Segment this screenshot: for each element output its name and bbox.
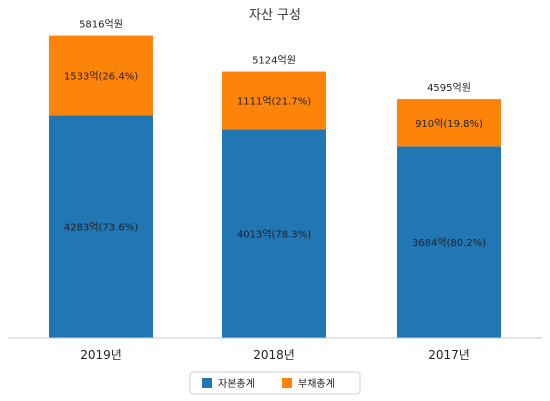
x-tick-labels: 2019년 2018년 2017년 [80,348,470,362]
x-tick-label: 2019년 [80,348,122,362]
legend-swatch [282,378,292,388]
legend-label: 부채총계 [298,378,335,390]
bar-segment-equity-2 [397,146,501,338]
legend-swatch [202,378,212,388]
bar-segment-liabilities-0 [49,35,153,116]
x-tick-label: 2017년 [428,348,470,362]
segment-label: 4013억(78.3%) [237,229,311,241]
segment-label: 4283억(73.6%) [64,222,138,234]
x-tick-label: 2018년 [253,348,295,362]
total-label: 5124억원 [252,55,296,67]
legend-frame [189,371,361,395]
bars-group: 4283억(73.6%) 1533억(26.4%) 5816억원 4013억(78.3… [49,19,501,338]
segment-label: 1533억(26.4%) [64,70,138,82]
legend-label: 자본총계 [218,378,255,390]
segment-label: 3684억(80.2%) [412,237,486,249]
legend: 자본총계 부채총계 [189,371,361,395]
chart-title: 자산 구성 [249,8,301,23]
total-label: 5816억원 [79,19,123,31]
bar-segment-liabilities-2 [397,99,501,147]
segment-label: 1111억(21.7%) [237,95,311,107]
bar-segment-liabilities-1 [222,71,326,130]
segment-label: 910억(19.8%) [415,118,483,130]
bar-segment-equity-1 [222,129,326,338]
total-label: 4595억원 [427,82,471,94]
bar-segment-equity-0 [49,115,153,338]
